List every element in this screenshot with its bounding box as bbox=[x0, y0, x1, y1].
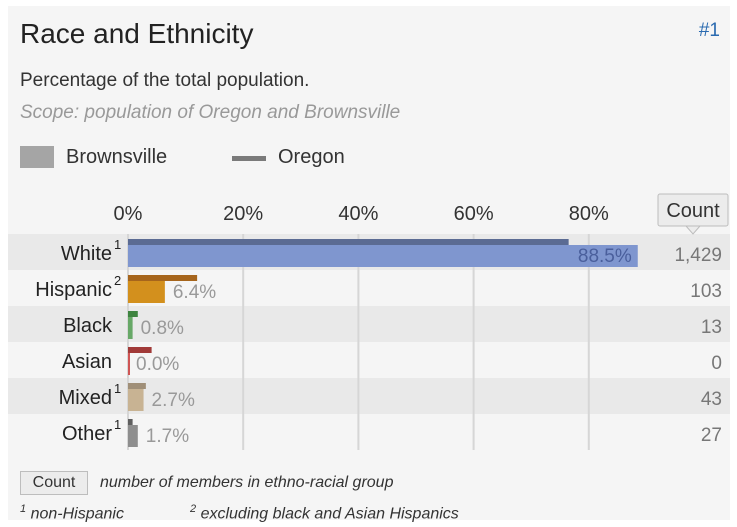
count-value: 27 bbox=[701, 425, 722, 446]
value-label: 0.8% bbox=[141, 318, 184, 339]
bar-oregon bbox=[128, 311, 138, 317]
count-value: 103 bbox=[690, 281, 722, 302]
bar-brownsville bbox=[128, 425, 138, 447]
x-tick-label: 60% bbox=[454, 203, 494, 225]
chart-scope: Scope: population of Oregon and Brownsvi… bbox=[20, 102, 401, 123]
x-tick-label: 0% bbox=[114, 203, 143, 225]
bar-brownsville bbox=[128, 281, 165, 303]
category-footnote-mark: 2 bbox=[114, 273, 121, 288]
legend-swatch-brownsville bbox=[20, 146, 54, 168]
footnote-1-text: non-Hispanic bbox=[30, 505, 124, 523]
race-ethnicity-card: Race and Ethnicity #1 Percentage of the … bbox=[8, 6, 730, 523]
value-label: 0.0% bbox=[136, 354, 179, 375]
bar-oregon bbox=[128, 275, 198, 281]
card-title: Race and Ethnicity bbox=[20, 18, 254, 49]
legend-label-oregon: Oregon bbox=[278, 146, 345, 168]
count-header-pointer bbox=[684, 225, 702, 235]
category-label: Mixed bbox=[59, 387, 112, 409]
footnote-1: 1 non-Hispanic bbox=[20, 503, 124, 523]
legend-line-oregon bbox=[232, 156, 266, 161]
count-value: 0 bbox=[711, 353, 722, 374]
bar-brownsville bbox=[128, 353, 130, 375]
category-label: Hispanic bbox=[35, 279, 112, 301]
footnote-2-text: excluding black and Asian Hispanics bbox=[200, 505, 459, 523]
value-label: 1.7% bbox=[146, 426, 189, 447]
bar-brownsville bbox=[128, 389, 144, 411]
bar-brownsville bbox=[128, 245, 638, 267]
x-tick-label: 20% bbox=[223, 203, 263, 225]
count-value: 43 bbox=[701, 389, 722, 410]
category-footnote-mark: 1 bbox=[114, 237, 121, 252]
count-note-text: number of members in ethno-racial group bbox=[100, 474, 394, 491]
x-tick-label: 40% bbox=[338, 203, 378, 225]
x-tick-label: 80% bbox=[569, 203, 609, 225]
category-label: Black bbox=[63, 315, 113, 337]
count-header-label: Count bbox=[666, 200, 720, 222]
count-chip: Count bbox=[20, 471, 88, 495]
value-label: 88.5% bbox=[578, 246, 632, 267]
category-label: White bbox=[61, 243, 112, 265]
bar-brownsville bbox=[128, 317, 133, 339]
value-label: 6.4% bbox=[173, 282, 216, 303]
bar-oregon bbox=[128, 239, 569, 245]
chart-subtitle: Percentage of the total population. bbox=[20, 70, 310, 91]
category-label: Other bbox=[62, 423, 112, 445]
category-footnote-mark: 1 bbox=[114, 381, 121, 396]
row-band bbox=[8, 306, 730, 342]
category-footnote-mark: 1 bbox=[114, 417, 121, 432]
value-label: 2.7% bbox=[152, 390, 195, 411]
footnote-2-mark: 2 bbox=[190, 503, 197, 515]
rank-link[interactable]: #1 bbox=[698, 20, 720, 41]
bar-oregon bbox=[128, 419, 133, 425]
bar-oregon bbox=[128, 383, 146, 389]
legend-label-brownsville: Brownsville bbox=[66, 146, 168, 168]
count-value: 13 bbox=[701, 317, 722, 338]
count-value: 1,429 bbox=[674, 245, 722, 266]
category-label: Asian bbox=[62, 351, 112, 373]
footnote-1-mark: 1 bbox=[20, 503, 27, 515]
bar-oregon bbox=[128, 347, 152, 353]
footnote-2: 2 excluding black and Asian Hispanics bbox=[190, 503, 459, 523]
